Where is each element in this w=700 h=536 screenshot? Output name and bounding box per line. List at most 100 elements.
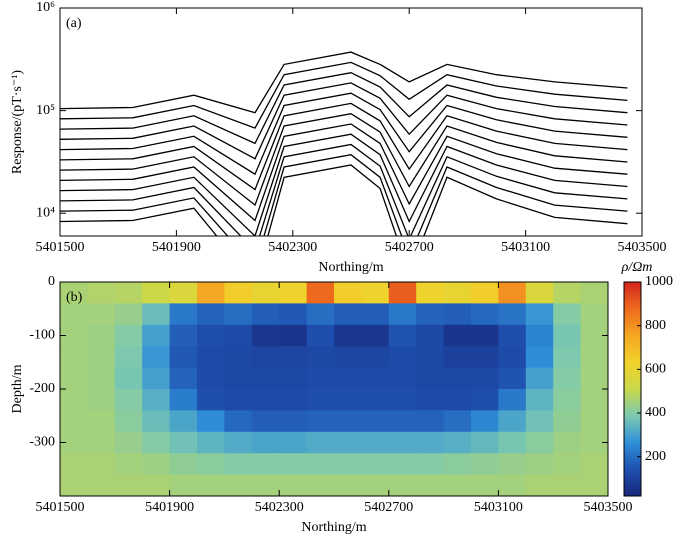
response-curve [60,123,628,222]
resistivity-cell [525,324,554,347]
x-axis-label: Northing/m [318,260,383,275]
resistivity-cell [525,367,554,390]
resistivity-cell [169,282,198,304]
resistivity-cell [361,346,390,369]
resistivity-cell [525,303,554,326]
resistivity-cell [197,367,225,390]
resistivity-cell [197,303,225,326]
resistivity-cell [60,474,88,497]
resistivity-cell [361,389,390,411]
resistivity-cell [87,367,116,390]
x-tick-label: 5403500 [584,500,633,515]
resistivity-cell [279,389,308,411]
resistivity-cell [169,303,198,326]
resistivity-cell [580,282,609,304]
resistivity-cell [279,410,308,433]
resistivity-cell [334,410,362,433]
resistivity-cell [306,346,335,369]
resistivity-cell [60,303,88,326]
resistivity-cell [498,346,527,369]
resistivity-cell [334,303,362,326]
resistivity-cell [498,474,527,497]
resistivity-cell [60,453,88,476]
resistivity-cell [471,282,499,304]
resistivity-cell [114,453,143,476]
resistivity-cell [471,474,499,497]
resistivity-cell [224,367,253,390]
resistivity-cell [416,324,445,347]
resistivity-cell [580,346,609,369]
colorbar-tick-label: 400 [645,405,666,420]
resistivity-cell [60,431,88,454]
resistivity-cell [251,346,280,369]
resistivity-cell [169,389,198,411]
response-curve [60,61,628,129]
resistivity-cell [416,431,445,454]
y-tick-label: -300 [29,435,55,450]
resistivity-cell [334,389,362,411]
y-tick-label: -200 [29,381,55,396]
resistivity-cell [306,282,335,304]
resistivity-cell [251,431,280,454]
resistivity-cell [306,389,335,411]
resistivity-cell [224,389,253,411]
resistivity-cell [525,282,554,304]
resistivity-cell [306,431,335,454]
y-tick-label: 10⁶ [36,0,55,15]
resistivity-cell [443,453,472,476]
resistivity-cell [443,431,472,454]
resistivity-cell [553,282,582,304]
resistivity-cell [416,389,445,411]
resistivity-cell [114,389,143,411]
plot-frame [59,281,609,497]
resistivity-cell [224,324,253,347]
resistivity-cell [553,474,582,497]
resistivity-cell [361,324,390,347]
resistivity-cell [142,431,171,454]
resistivity-cell [142,410,171,433]
resistivity-cell [169,410,198,433]
x-tick-label: 5403100 [501,240,550,255]
x-tick-label: 5401500 [36,240,85,255]
resistivity-cell [525,453,554,476]
resistivity-cell [114,367,143,390]
resistivity-cell [142,389,171,411]
resistivity-cell [443,346,472,369]
resistivity-cell [197,389,225,411]
y-tick-label: 0 [48,274,55,289]
response-curve [60,92,628,176]
colorbar-tick-label: 200 [645,449,666,464]
resistivity-cell [306,410,335,433]
resistivity-cell [443,410,472,433]
resistivity-cell [60,410,88,433]
resistivity-cell [580,367,609,390]
resistivity-cell [306,324,335,347]
x-tick-label: 5401900 [145,500,194,515]
resistivity-cell [498,431,527,454]
resistivity-cell [60,367,88,390]
resistivity-cell [87,389,116,411]
resistivity-cell [224,474,253,497]
resistivity-cell [580,303,609,326]
resistivity-cell [525,410,554,433]
resistivity-cell [87,282,116,304]
response-curve [60,51,628,114]
resistivity-cell [114,346,143,369]
resistivity-cell [471,303,499,326]
resistivity-cell [471,367,499,390]
resistivity-cell [169,431,198,454]
resistivity-cell [416,282,445,304]
resistivity-cell [443,474,472,497]
resistivity-cell [60,324,88,347]
y-tick-label: -100 [29,328,55,343]
resistivity-cell [553,410,582,433]
resistivity-cell [498,367,527,390]
resistivity-cell [114,474,143,497]
x-tick-label: 5401900 [152,240,201,255]
panel-label: (b) [66,290,83,305]
resistivity-cell [114,431,143,454]
resistivity-cell [388,303,417,326]
resistivity-cell [169,474,198,497]
resistivity-cell [443,324,472,347]
resistivity-cell [169,453,198,476]
